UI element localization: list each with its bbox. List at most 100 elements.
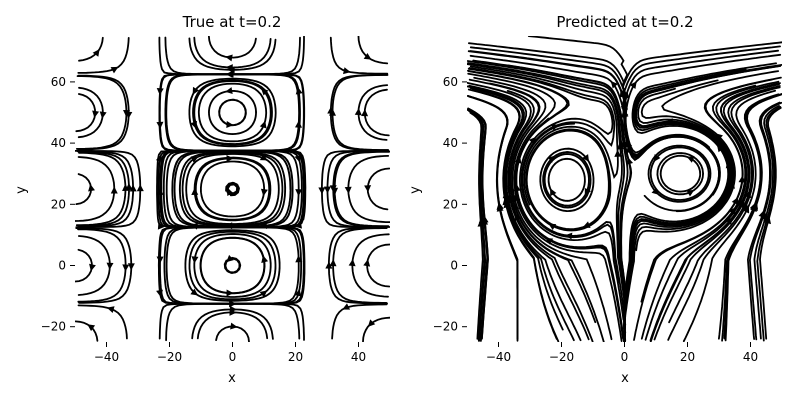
y-tick-label: 0 (450, 259, 458, 273)
streamline-arrow (190, 288, 199, 296)
streamline (467, 69, 625, 342)
streamline (173, 150, 292, 228)
streamline (77, 304, 128, 340)
streamline (199, 160, 266, 218)
streamline (331, 303, 388, 340)
streamline (208, 36, 257, 59)
streamline (525, 129, 610, 231)
streamline (193, 233, 272, 298)
streamline-arrow (110, 186, 118, 194)
streamline-arrow (87, 324, 96, 332)
streamline-arrow (653, 154, 661, 162)
streamline-arrow (550, 188, 557, 197)
streamline-arrow (226, 70, 234, 78)
streamline-arrow (735, 198, 742, 206)
streamline-arrow (156, 88, 164, 96)
streamline-arrow (716, 144, 725, 153)
xlabel-true: x (228, 371, 236, 386)
y-tick-label: −20 (433, 320, 458, 334)
x-tick-label: 0 (621, 350, 629, 364)
x-tick-label: 20 (288, 350, 303, 364)
x-tick-label: −40 (486, 350, 511, 364)
streamline-arrow (686, 189, 695, 197)
streamline (75, 151, 127, 227)
streamline-arrow (354, 108, 362, 116)
x-tick-label: −20 (549, 350, 574, 364)
x-tick-label: 40 (351, 350, 366, 364)
x-tick-label: 40 (743, 350, 758, 364)
streamline-arrow (295, 255, 303, 263)
streamline-arrow (348, 258, 356, 267)
streamline-arrow (259, 120, 267, 129)
streamline-arrow (225, 54, 233, 62)
streamline-arrow (751, 201, 758, 210)
streamline (75, 320, 99, 342)
streamline-arrow (738, 175, 746, 183)
streamline-arrow (616, 142, 624, 150)
y-tick-label: 20 (443, 197, 458, 211)
streamline (193, 36, 272, 69)
streamline-arrow (225, 87, 233, 95)
streamline-arrow (318, 187, 326, 195)
streamline-arrow (259, 290, 268, 298)
streamline (77, 37, 130, 74)
streamline-arrow (367, 319, 376, 327)
streamline (78, 36, 104, 62)
streamline-arrow (226, 254, 234, 263)
streamline-arrow (89, 263, 96, 272)
streamline-arrow (744, 190, 752, 199)
streamline (194, 157, 271, 221)
streamline-arrow (88, 183, 95, 192)
streamline-arrow (361, 109, 369, 117)
streamline (332, 227, 388, 304)
streamline-arrow (125, 111, 133, 119)
streamline (181, 152, 284, 226)
streamline-arrow (192, 86, 200, 95)
streamline-arrow (260, 88, 269, 96)
streamline-arrow (294, 221, 303, 229)
streamline-arrow (343, 67, 351, 75)
streamline-arrow (226, 121, 234, 129)
streamline (218, 98, 247, 127)
streamline-arrow (363, 259, 371, 267)
ylabel-true: y (14, 186, 29, 194)
streamline-arrow (106, 262, 114, 270)
streamline-arrow (230, 322, 238, 330)
streamline (351, 233, 390, 298)
streamline-arrow (99, 111, 107, 119)
streamline (164, 73, 301, 152)
streamline (75, 156, 116, 222)
streamline (77, 228, 127, 303)
y-tick-label: −20 (41, 320, 66, 334)
axes-true: −40 −20 0 20 40 −20 0 20 40 60 (41, 75, 366, 364)
streamline (543, 153, 590, 207)
streamline (547, 157, 586, 202)
y-tick-label: 60 (51, 75, 66, 89)
streamline-arrow (127, 263, 135, 271)
y-tick-label: 60 (443, 75, 458, 89)
streamline-arrow (295, 86, 303, 95)
streamline (75, 93, 97, 133)
streamline-arrow (496, 202, 504, 210)
streamline-arrow (511, 194, 519, 202)
streamline-arrow (226, 154, 234, 162)
streamline-arrow (325, 261, 333, 269)
streamline-arrow (106, 306, 115, 313)
streamline-arrow (191, 187, 199, 195)
true-streamplot-panel: True at t=0.2 −40 −20 0 20 40 −20 0 20 40 60 x y (14, 13, 390, 386)
streamline (366, 243, 390, 288)
streamline-arrow (363, 52, 372, 60)
streamline-arrow (478, 215, 486, 224)
streamline (357, 84, 389, 141)
streamline-arrow (122, 264, 130, 272)
streamline-arrow (122, 183, 130, 192)
streamline-arrow (92, 49, 100, 57)
streamline-arrow (758, 210, 766, 218)
streamline (332, 150, 390, 228)
streamline-arrow (344, 186, 352, 194)
streamline-arrow (629, 81, 637, 89)
x-tick-label: −40 (94, 350, 119, 364)
streamline-arrow (584, 187, 592, 196)
streamline-arrow (329, 259, 337, 267)
